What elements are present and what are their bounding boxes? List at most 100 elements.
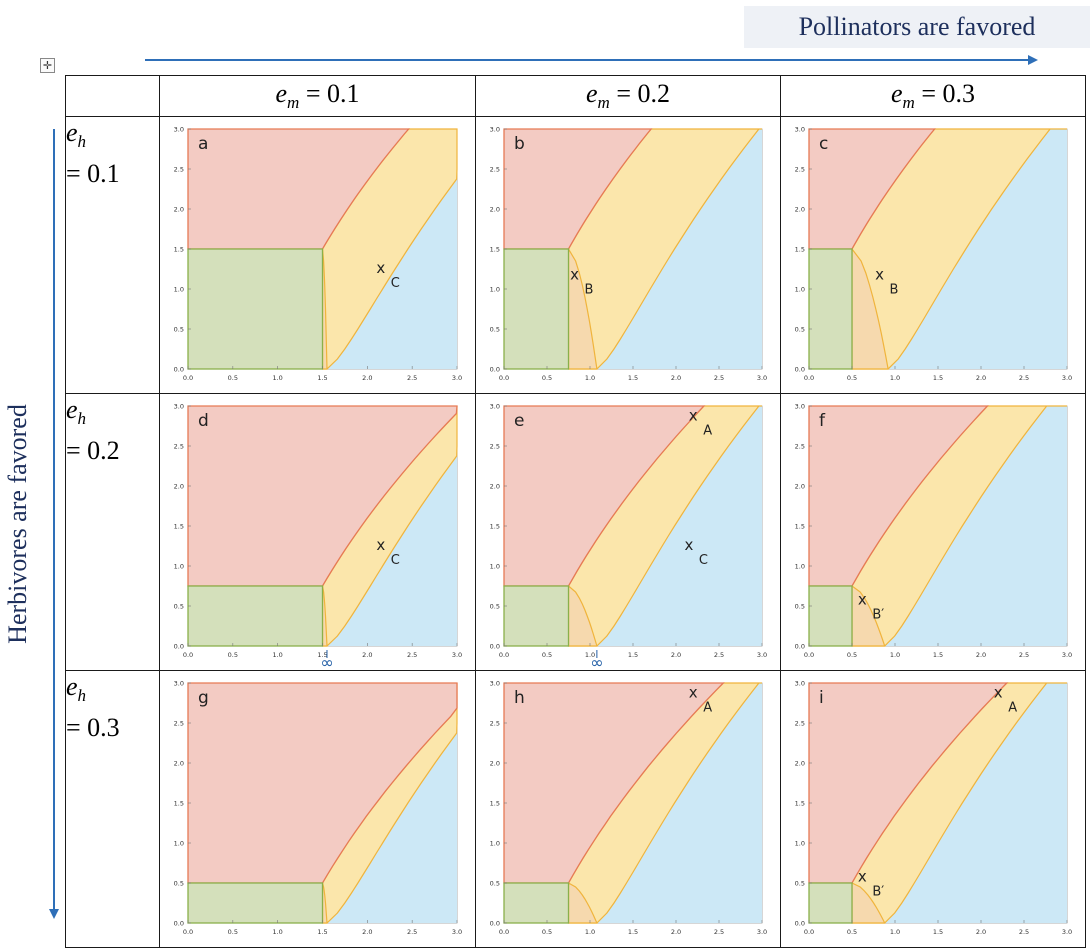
y-tick-label: 0.5 (795, 603, 805, 611)
y-tick-label: 0.0 (795, 643, 805, 651)
lobe-region (567, 584, 598, 647)
y-tick-label: 1.0 (490, 840, 500, 848)
red-region (808, 128, 936, 250)
marker-x: x (570, 265, 579, 283)
panel-e-cell: 0.0 0.0 0.5 0.5 1.0 1.0 1.5 1.5 2.0 2.0 2.5 2.5 3.0 3… (475, 393, 781, 671)
header-row: em = 0.1 em = 0.2 em = 0.3 (65, 75, 1086, 117)
x-tick-label: 0.5 (542, 651, 552, 659)
table-row: eh = 0.1 0.0 0.0 0.5 0.5 1.0 1.0 1.5 1.5 2.0 2.0 2.… (65, 116, 1086, 394)
marker-x: x (858, 590, 867, 608)
red-region (808, 405, 989, 587)
x-tick-label: 2.0 (671, 651, 681, 659)
y-tick-label: 3.0 (490, 126, 500, 134)
x-tick-label: 0.0 (804, 928, 814, 936)
x-tick-label: 2.5 (407, 374, 417, 382)
row-header-value: = 0.1 (66, 159, 120, 189)
x-tick-label: 1.5 (628, 928, 638, 936)
x-tick-label: 0.5 (847, 928, 857, 936)
x-tick-label: 1.5 (933, 651, 943, 659)
y-tick-label: 0.0 (490, 643, 500, 651)
y-tick-label: 1.5 (795, 246, 805, 254)
lobe-region (851, 882, 886, 924)
y-tick-label: 0.0 (490, 920, 500, 928)
x-tick-label: 2.5 (714, 374, 724, 382)
x-tick-label: 2.0 (976, 928, 986, 936)
row-header-eh-0.1: eh = 0.1 (65, 116, 160, 394)
y-tick-label: 2.0 (174, 206, 184, 214)
x-tick-label: 0.5 (228, 651, 238, 659)
x-tick-label: 3.0 (757, 928, 767, 936)
x-tick-label: 2.5 (714, 928, 724, 936)
y-tick-label: 3.0 (795, 126, 805, 134)
y-tick-label: 0.5 (174, 326, 184, 334)
marker-label: B (890, 282, 899, 297)
y-tick-label: 1.5 (174, 800, 184, 808)
pollinators-favored-caption: Pollinators are favored (744, 6, 1090, 48)
marker-label: C (699, 553, 708, 568)
y-tick-label: 2.0 (795, 483, 805, 491)
panel-g-plot: 0.00.0 0.5 0.5 1.0 1.0 1.5 1.5 2.0 2.0 2.5 2.5 3.0 3… (174, 680, 463, 937)
column-header-value: = 0.3 (921, 78, 975, 108)
y-tick-label: 2.0 (490, 483, 500, 491)
green-region (808, 248, 853, 370)
green-region (503, 882, 570, 924)
x-tick-label: 2.0 (671, 374, 681, 382)
lobe-region (851, 247, 889, 370)
herbivores-arrow (49, 129, 59, 919)
y-tick-label: 0.5 (490, 326, 500, 334)
y-tick-label: 2.5 (174, 166, 184, 174)
green-region (808, 882, 853, 924)
x-tick-label: 2.0 (362, 374, 372, 382)
column-header-value: = 0.2 (616, 78, 670, 108)
y-tick-label: 0.5 (174, 603, 184, 611)
x-tick-label: 3.0 (1062, 374, 1072, 382)
y-tick-label: 1.0 (490, 286, 500, 294)
y-tick-label: 2.5 (490, 166, 500, 174)
x-tick-label: 2.5 (407, 928, 417, 936)
panel-d-cell: 0.0 0.0 0.5 0.5 1.0 1.0 1.5 1.5 2.0 2.0 2.5 2.5 3.0 3… (159, 393, 476, 671)
y-tick-label: 2.5 (490, 720, 500, 728)
marker-x: x (684, 536, 693, 554)
marker-x: x (376, 536, 385, 554)
y-tick-label: 0.0 (174, 366, 184, 374)
infinity-icon: ∞ (590, 653, 603, 670)
panel-label: h (514, 688, 525, 708)
lobe-region (567, 246, 598, 370)
lobe-region (321, 248, 328, 370)
x-tick-label: 0.5 (228, 374, 238, 382)
y-tick-label: 2.0 (490, 760, 500, 768)
panel-label: f (819, 411, 826, 431)
red-region (187, 405, 458, 587)
column-header-value: = 0.1 (305, 78, 360, 108)
x-tick-label: 0.0 (183, 928, 193, 936)
infinity-icon: ∞ (320, 653, 333, 670)
y-tick-label: 2.5 (795, 443, 805, 451)
x-tick-label: 1.5 (933, 374, 943, 382)
marker-x: x (689, 406, 698, 424)
x-tick-label: 0.0 (499, 374, 509, 382)
panel-c-plot: 0.00.0 0.5 0.5 1.0 1.0 1.5 1.5 2.0 2.0 2.5 2.5 3.0 3… (795, 126, 1073, 383)
table-move-handle-icon[interactable]: ✛ (40, 58, 55, 73)
marker-x: x (994, 683, 1003, 701)
x-tick-label: 0.0 (804, 651, 814, 659)
y-tick-label: 1.0 (174, 563, 184, 571)
panel-label: d (198, 411, 209, 431)
x-tick-label: 2.5 (714, 651, 724, 659)
marker-x: x (858, 867, 867, 885)
x-tick-label: 1.5 (317, 928, 327, 936)
x-tick-label: 3.0 (452, 651, 462, 659)
green-region (187, 585, 324, 647)
x-tick-label: 0.0 (183, 651, 193, 659)
green-region (187, 882, 324, 924)
y-tick-label: 0.0 (795, 920, 805, 928)
y-tick-label: 2.0 (490, 206, 500, 214)
x-tick-label: 0.0 (499, 651, 509, 659)
x-tick-label: 3.0 (757, 651, 767, 659)
y-tick-label: 1.5 (490, 800, 500, 808)
marker-label: A (703, 700, 712, 715)
table-row: eh = 0.3 0.0 0.0 0.5 0.5 1.0 1.0 1.5 1.5 2.0 2.0 2.… (65, 670, 1086, 948)
y-tick-label: 0.0 (174, 643, 184, 651)
x-tick-label: 0.0 (183, 374, 193, 382)
x-tick-label: 1.0 (272, 928, 282, 936)
red-region (187, 128, 411, 250)
